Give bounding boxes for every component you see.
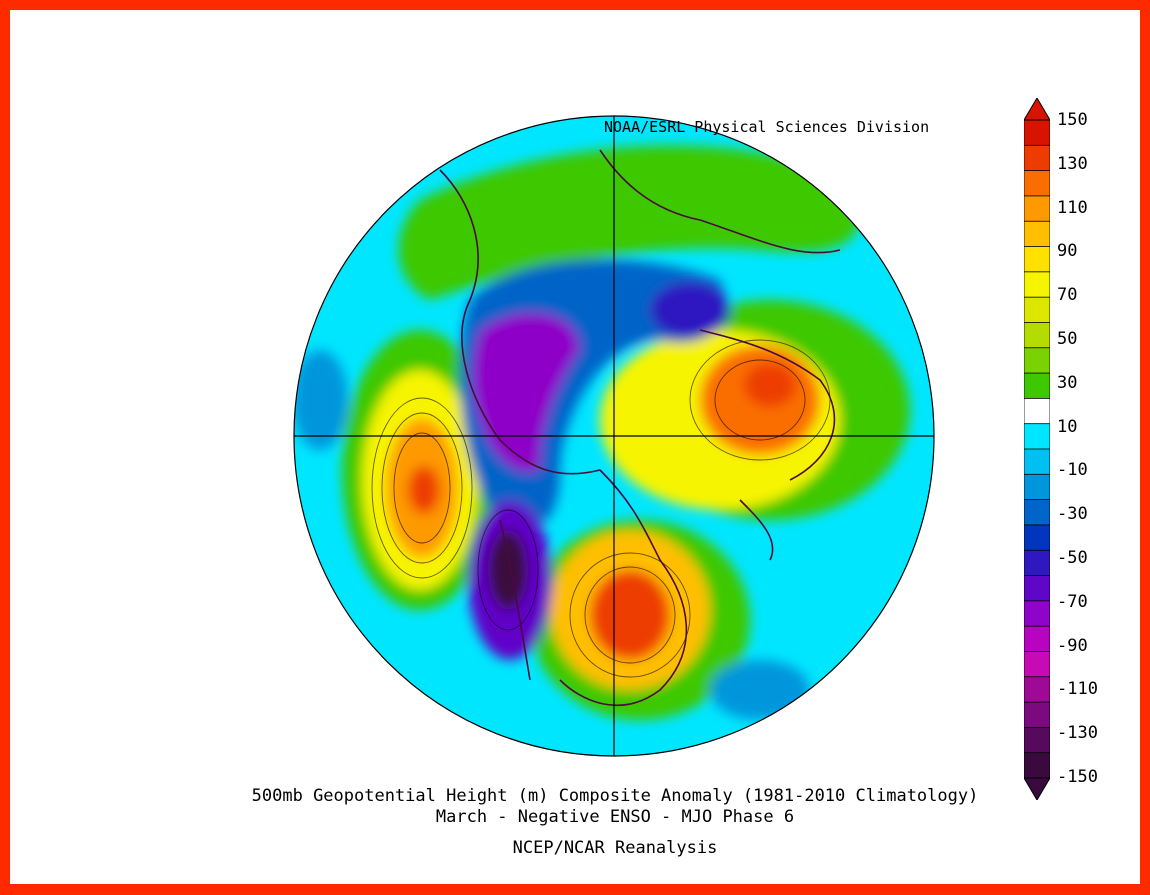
colorbar-swatch (1024, 423, 1050, 450)
colorbar-swatch (1024, 726, 1050, 754)
colorbar-tick-label: 90 (1057, 241, 1078, 262)
neg-anomaly-pacific (294, 350, 348, 450)
neg-anomaly-greenland-core (488, 530, 528, 610)
colorbar-swatch (1024, 600, 1050, 628)
colorbar-tick-label: 10 (1057, 416, 1078, 437)
pos-anomaly-north-america-core (590, 570, 670, 660)
colorbar-swatch (1024, 220, 1050, 248)
colorbar-tick-label: -70 (1057, 591, 1088, 612)
colorbar-tick-label: -110 (1057, 679, 1098, 700)
colorbar-swatch (1024, 524, 1050, 552)
colorbar-tick-label: -30 (1057, 504, 1088, 525)
colorbar-tick-label: 130 (1057, 153, 1088, 174)
colorbar-min-triangle (1024, 777, 1050, 800)
colorbar-swatch (1024, 676, 1050, 703)
colorbar-swatch (1024, 246, 1050, 273)
colorbar-tick-label: 30 (1057, 372, 1078, 393)
colorbar-tick-label: -130 (1057, 723, 1098, 744)
colorbar-swatch (1024, 271, 1050, 299)
colorbar-swatch (1024, 701, 1050, 729)
pos-anomaly-atlantic-peak (408, 466, 440, 514)
colorbar-swatch (1024, 651, 1050, 678)
colorbar-swatch (1024, 397, 1050, 425)
colorbar-swatch (1024, 144, 1050, 172)
colorbar-swatch (1024, 752, 1050, 779)
neg-anomaly-kara (650, 282, 730, 338)
colorbar-max-triangle (1024, 98, 1050, 121)
colorbar-swatch (1024, 448, 1050, 476)
neg-anomaly-arctic-core (472, 312, 580, 473)
credit-text: NOAA/ESRL Physical Sciences Division (604, 118, 930, 136)
colorbar (1024, 98, 1050, 800)
pos-anomaly-north-pacific (398, 145, 860, 300)
colorbar-swatch (1024, 119, 1050, 147)
colorbar-swatch (1024, 195, 1050, 223)
colorbar-swatch (1024, 347, 1050, 374)
colorbar-swatch (1024, 296, 1050, 324)
contour-lines (371, 339, 831, 678)
colorbar-tick-label: -50 (1057, 548, 1088, 568)
colorbar-swatch (1024, 549, 1050, 577)
colorbar-tick-label: 150 (1057, 110, 1088, 130)
neg-anomaly-south (710, 660, 810, 720)
colorbar-swatch (1024, 372, 1050, 400)
colorbar-tick-label: 50 (1057, 329, 1078, 349)
colorbar-swatch (1024, 575, 1050, 602)
colorbar-tick-label: -150 (1057, 767, 1098, 787)
colorbar-tick-label: -90 (1057, 635, 1088, 656)
colorbar-swatch (1024, 625, 1050, 653)
colorbar-tick-label: -10 (1057, 460, 1088, 481)
caption-line-3: NCEP/NCAR Reanalysis (512, 838, 718, 858)
colorbar-swatch (1024, 170, 1050, 197)
pos-anomaly-siberia-peak (744, 363, 796, 407)
colorbar-swatch (1024, 322, 1050, 349)
colorbar-tick-label: 110 (1057, 197, 1088, 218)
colorbar-swatch (1024, 499, 1050, 526)
colorbar-swatch (1024, 473, 1050, 501)
coastlines (439, 149, 841, 706)
caption-line-1: 500mb Geopotential Height (m) Composite … (251, 786, 979, 806)
colorbar-tick-label: 70 (1057, 285, 1078, 306)
caption-line-2: March - Negative ENSO - MJO Phase 6 (435, 807, 795, 827)
